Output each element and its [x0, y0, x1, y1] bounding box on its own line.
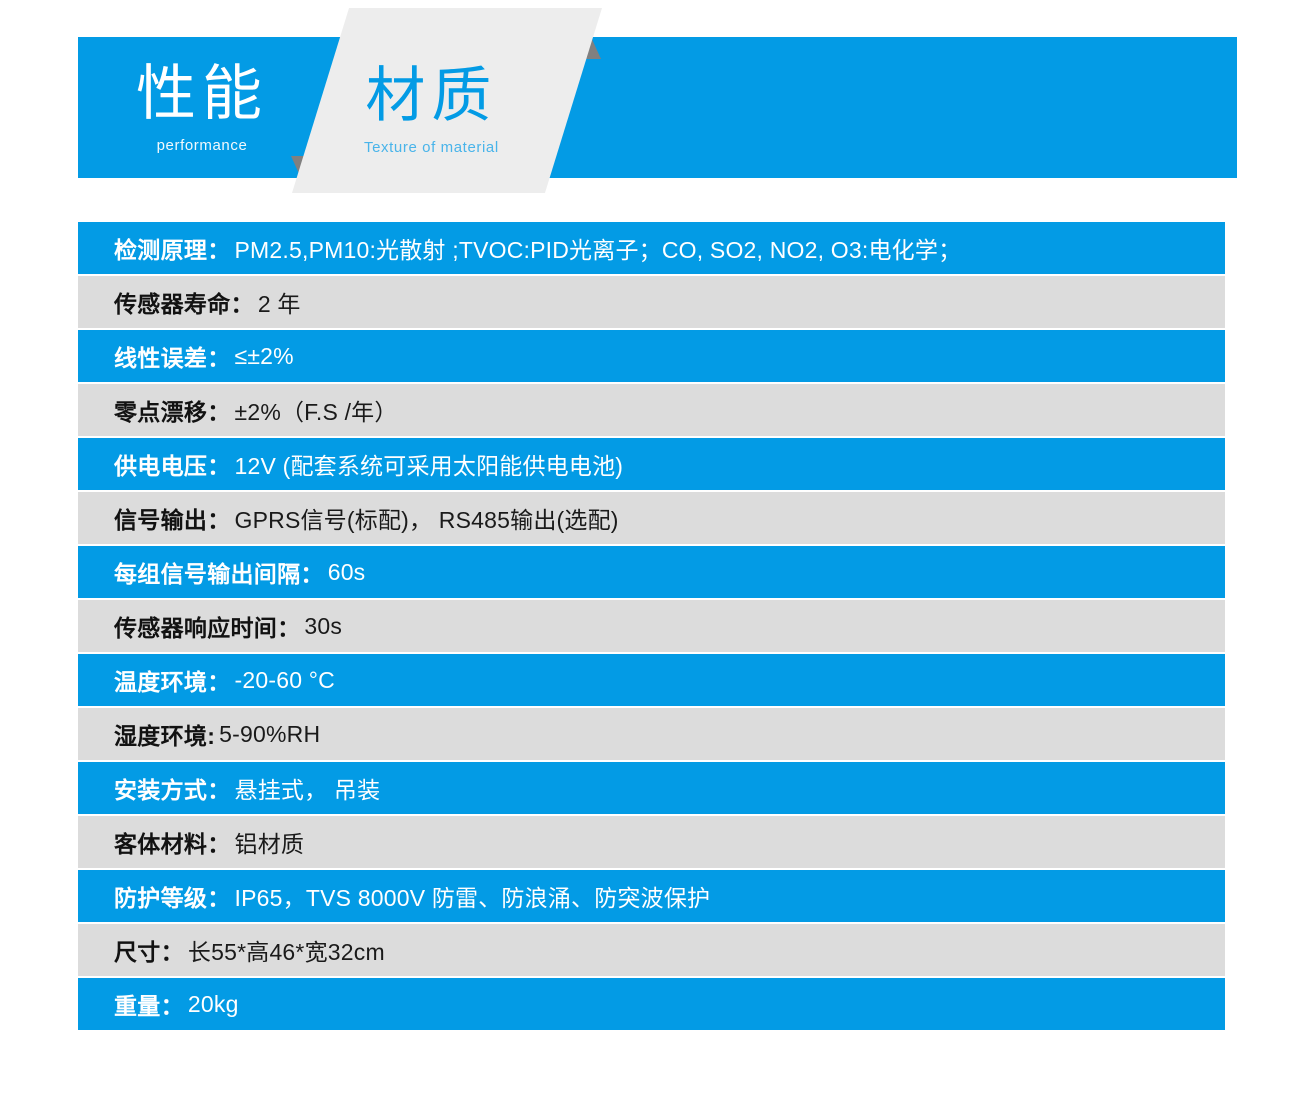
- spec-row-value: ≤±2%: [234, 342, 294, 369]
- spec-row-value: 铝材质: [234, 831, 305, 857]
- spec-row: 检测原理： PM2.5,PM10:光散射 ;TVOC:PID光离子；CO, SO2…: [78, 222, 1225, 274]
- spec-row-label: 重量：: [114, 993, 184, 1019]
- spec-row: 安装方式： 悬挂式， 吊装: [78, 762, 1225, 814]
- spec-row-label: 尺寸：: [114, 939, 184, 965]
- spec-row-value: 2 年: [257, 291, 301, 317]
- spec-row: 线性误差： ≤±2%: [78, 330, 1225, 382]
- spec-row-value: GPRS信号(标配)， RS485输出(选配): [234, 507, 619, 533]
- spec-row-value: 60s: [327, 558, 366, 585]
- spec-row-label: 线性误差：: [114, 345, 231, 371]
- banner-performance-title-en: performance: [156, 137, 248, 154]
- spec-row: 每组信号输出间隔： 60s: [78, 546, 1225, 598]
- spec-row-label: 零点漂移：: [114, 399, 231, 425]
- section-header-banner: 性能 performance 材质 Texture of material: [0, 0, 1300, 205]
- spec-row: 重量： 20kg: [78, 978, 1225, 1030]
- spec-row-label: 传感器响应时间：: [114, 615, 301, 641]
- spec-row-value: 12V (配套系统可采用太阳能供电电池): [234, 453, 624, 479]
- spec-row-label: 检测原理：: [114, 237, 231, 263]
- spec-row-label: 信号输出：: [114, 507, 231, 533]
- spec-row-value: 30s: [304, 612, 343, 639]
- banner-material-title-en: Texture of material: [364, 139, 499, 156]
- spec-row-label: 传感器寿命：: [114, 291, 254, 317]
- spec-row-label: 防护等级：: [114, 885, 231, 911]
- spec-row-label: 供电电压：: [114, 453, 231, 479]
- specification-table: 检测原理： PM2.5,PM10:光散射 ;TVOC:PID光离子；CO, SO2…: [78, 222, 1225, 1032]
- spec-row: 防护等级： IP65，TVS 8000V 防雷、防浪涌、防突波保护: [78, 870, 1225, 922]
- spec-row: 温度环境： -20-60 °C: [78, 654, 1225, 706]
- spec-row-value: ±2%（F.S /年）: [234, 399, 398, 425]
- spec-row-label: 客体材料：: [114, 831, 231, 857]
- spec-row: 客体材料： 铝材质: [78, 816, 1225, 868]
- spec-row-label: 温度环境：: [114, 669, 231, 695]
- spec-row-value: 5-90%RH: [219, 720, 321, 747]
- banner-material-title-cn: 材质: [365, 62, 498, 129]
- spec-row-value: PM2.5,PM10:光散射 ;TVOC:PID光离子；CO, SO2, NO2…: [234, 237, 962, 263]
- spec-row: 传感器寿命： 2 年: [78, 276, 1225, 328]
- spec-row: 零点漂移： ±2%（F.S /年）: [78, 384, 1225, 436]
- spec-row: 传感器响应时间： 30s: [78, 600, 1225, 652]
- spec-row: 湿度环境: 5-90%RH: [78, 708, 1225, 760]
- banner-blue-bar: [78, 37, 1237, 178]
- spec-row-value: IP65，TVS 8000V 防雷、防浪涌、防突波保护: [234, 885, 711, 911]
- spec-row: 供电电压： 12V (配套系统可采用太阳能供电电池): [78, 438, 1225, 490]
- banner-ribbon-panel: [292, 8, 602, 193]
- spec-row-value: -20-60 °C: [234, 666, 335, 693]
- banner-heading-material: 材质 Texture of material: [364, 62, 499, 156]
- banner-performance-title-cn: 性能: [136, 60, 268, 127]
- banner-heading-performance: 性能 performance: [136, 60, 268, 154]
- spec-row-value: 长55*高46*宽32cm: [187, 939, 385, 965]
- spec-row-value: 20kg: [187, 990, 239, 1017]
- spec-row-label: 湿度环境:: [114, 723, 216, 749]
- spec-row-value: 悬挂式， 吊装: [234, 777, 381, 803]
- spec-row: 尺寸： 长55*高46*宽32cm: [78, 924, 1225, 976]
- spec-row-label: 每组信号输出间隔：: [114, 561, 324, 587]
- spec-row: 信号输出： GPRS信号(标配)， RS485输出(选配): [78, 492, 1225, 544]
- spec-row-label: 安装方式：: [114, 777, 231, 803]
